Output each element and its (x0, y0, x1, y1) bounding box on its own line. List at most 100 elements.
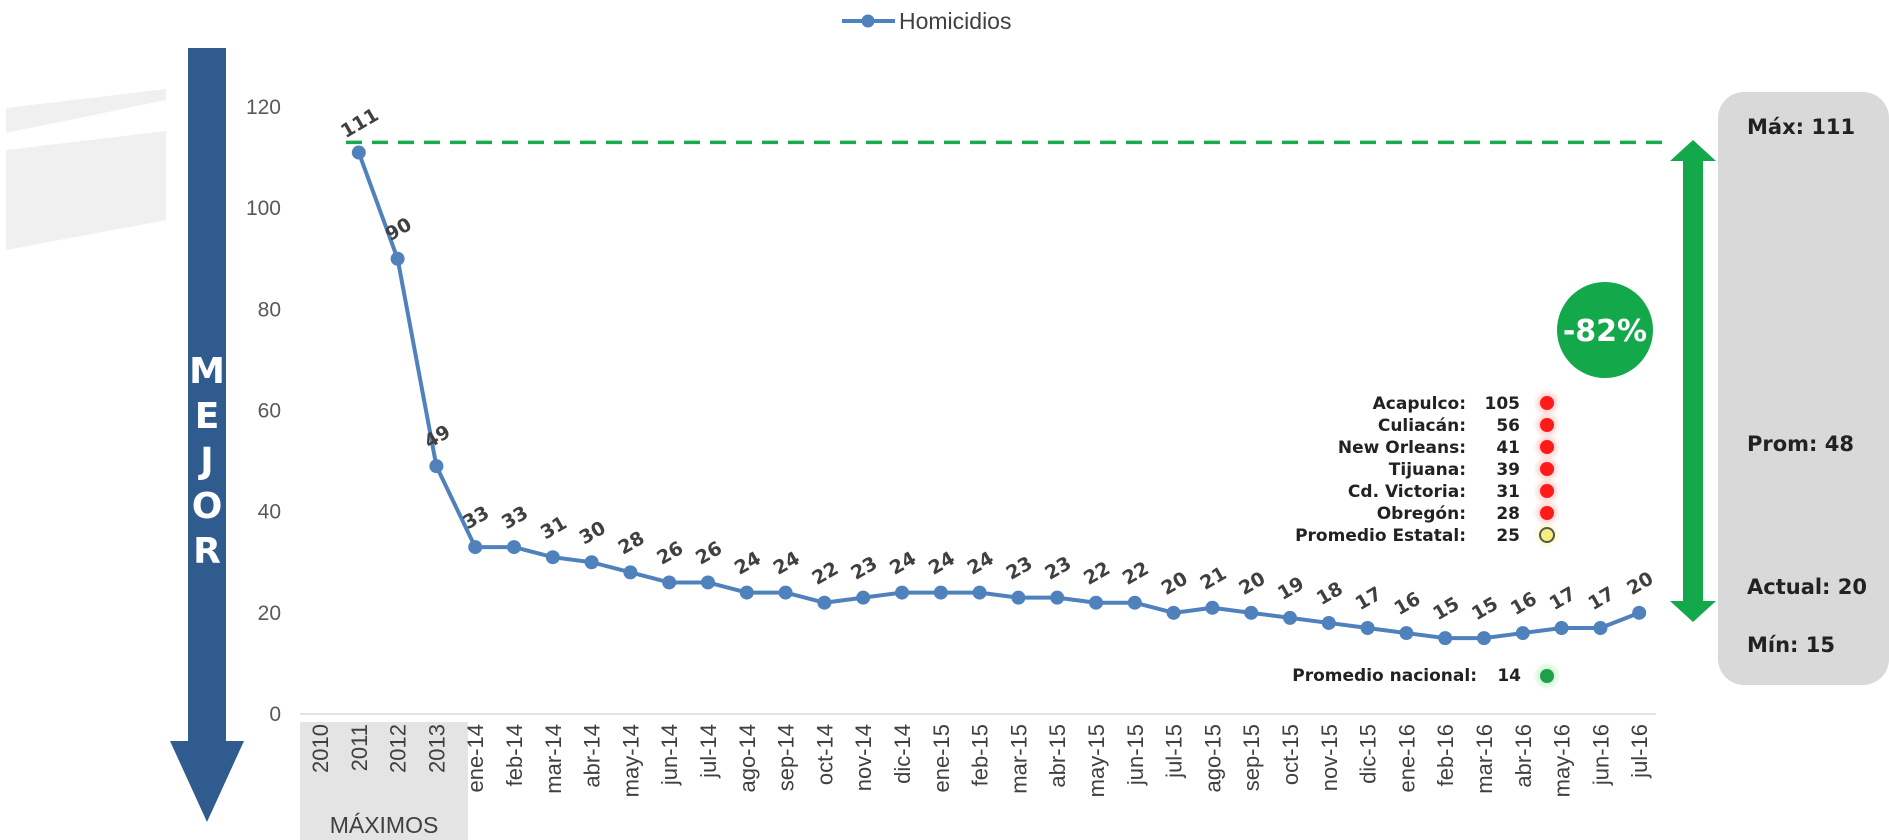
data-point (390, 251, 405, 266)
stats-panel: Máx: 111 Prom: 48 Actual: 20 Mín: 15 (1718, 92, 1889, 685)
city-name: New Orleans: (1338, 438, 1466, 458)
status-dot-green (1540, 669, 1554, 683)
x-tick-label: abr-15 (1045, 724, 1070, 788)
y-tick-label: 80 (258, 298, 281, 321)
y-tick-label: 120 (246, 96, 281, 119)
data-point (1089, 595, 1103, 610)
data-point (1554, 621, 1569, 636)
x-tick-label: ago-15 (1200, 724, 1225, 793)
data-label: 18 (1313, 578, 1347, 610)
x-tick-label: feb-14 (502, 724, 527, 786)
watermark-logo (6, 89, 166, 250)
x-tick-label: ene-14 (463, 724, 488, 793)
data-label: 26 (653, 537, 687, 569)
city-value: 25 (1496, 526, 1520, 546)
x-tick-label: abr-14 (580, 724, 605, 788)
y-tick-label: 40 (258, 501, 281, 524)
city-name: Promedio Estatal: (1295, 526, 1466, 546)
y-tick-label: 60 (258, 400, 281, 423)
data-point (662, 575, 677, 590)
city-name: Acapulco: (1373, 394, 1466, 414)
stat-current: Actual: 20 (1747, 575, 1867, 599)
mejor-letter: R (193, 531, 221, 572)
city-comparison-list: Acapulco: 105 Culiacán: 56 New Orleans: 41 Tij… (1295, 389, 1561, 549)
data-label: 22 (808, 557, 842, 589)
data-point (1593, 621, 1608, 636)
x-tick-label: abr-16 (1511, 724, 1536, 788)
data-point (623, 565, 638, 580)
x-tick-label: mar-16 (1472, 724, 1497, 794)
city-name: Cd. Victoria: (1348, 482, 1466, 502)
x-tick-label: ene-16 (1394, 724, 1419, 793)
data-label: 17 (1546, 583, 1580, 615)
data-point (778, 585, 793, 600)
x-tick-label: jul-14 (696, 724, 721, 779)
city-name: Culiacán: (1378, 416, 1466, 436)
x-tick-label: mar-14 (541, 724, 566, 794)
mejor-letter: M (189, 351, 225, 392)
data-point (817, 595, 832, 610)
x-tick-label: may-15 (1084, 724, 1109, 797)
reduction-text: -82% (1563, 314, 1647, 349)
data-label: 15 (1468, 593, 1502, 625)
series-points (351, 145, 1647, 646)
data-label: 24 (770, 547, 804, 579)
data-point (1438, 631, 1453, 646)
data-point (1166, 605, 1181, 620)
x-tick-label: sep-14 (774, 724, 799, 791)
x-tick-label: mar-15 (1006, 724, 1031, 794)
data-label: 23 (1041, 552, 1075, 584)
status-dot-red (1540, 462, 1554, 476)
city-name: Tijuana: (1389, 460, 1466, 480)
data-label: 22 (1080, 557, 1114, 589)
data-point (1321, 615, 1336, 630)
data-label: 20 (1158, 567, 1192, 599)
x-tick-label: jun-16 (1588, 724, 1613, 786)
y-tick-label: 0 (269, 703, 281, 726)
x-tick-label: oct-14 (812, 724, 837, 785)
data-point (1515, 626, 1530, 641)
data-label: 17 (1352, 583, 1386, 615)
data-point (1244, 605, 1259, 620)
data-label: 21 (1196, 562, 1230, 594)
x-tick-label: ago-14 (735, 724, 760, 793)
data-label: 17 (1584, 583, 1618, 615)
data-label: 31 (537, 512, 571, 544)
data-label: 19 (1274, 573, 1308, 605)
reduction-circle (1557, 282, 1653, 378)
data-point (933, 585, 948, 600)
reduction-double-arrow (1670, 140, 1716, 622)
data-label: 33 (459, 502, 493, 534)
data-point (1050, 590, 1065, 605)
city-value: 28 (1496, 504, 1520, 524)
data-point (972, 585, 987, 600)
data-label: 15 (1429, 593, 1463, 625)
city-value: 105 (1485, 394, 1521, 414)
data-point (1399, 626, 1414, 641)
maximos-label: MÁXIMOS (330, 812, 439, 838)
data-point (739, 585, 754, 600)
mejor-letter: O (192, 486, 223, 527)
data-label: 16 (1390, 588, 1424, 620)
data-point (1477, 631, 1491, 646)
national-average: Promedio nacional: 14 (1292, 662, 1561, 690)
y-tick-label: 100 (246, 197, 281, 220)
data-label: 23 (847, 552, 881, 584)
x-tick-label: jun-14 (657, 724, 682, 786)
x-tick-label: feb-15 (968, 724, 993, 786)
status-dot-red (1540, 506, 1554, 520)
x-tick-label: dic-14 (890, 724, 915, 784)
x-tick-label: nov-15 (1317, 724, 1342, 791)
data-point (429, 459, 444, 474)
data-point (1127, 595, 1142, 610)
status-dot-yellow (1539, 527, 1555, 543)
maximos-region: MÁXIMOS (300, 722, 468, 840)
series-line-homicidios (356, 151, 1640, 641)
data-point (468, 540, 483, 555)
status-dot-red (1540, 418, 1554, 432)
status-dot-red (1540, 484, 1554, 498)
x-tick-label: jul-15 (1162, 724, 1187, 779)
